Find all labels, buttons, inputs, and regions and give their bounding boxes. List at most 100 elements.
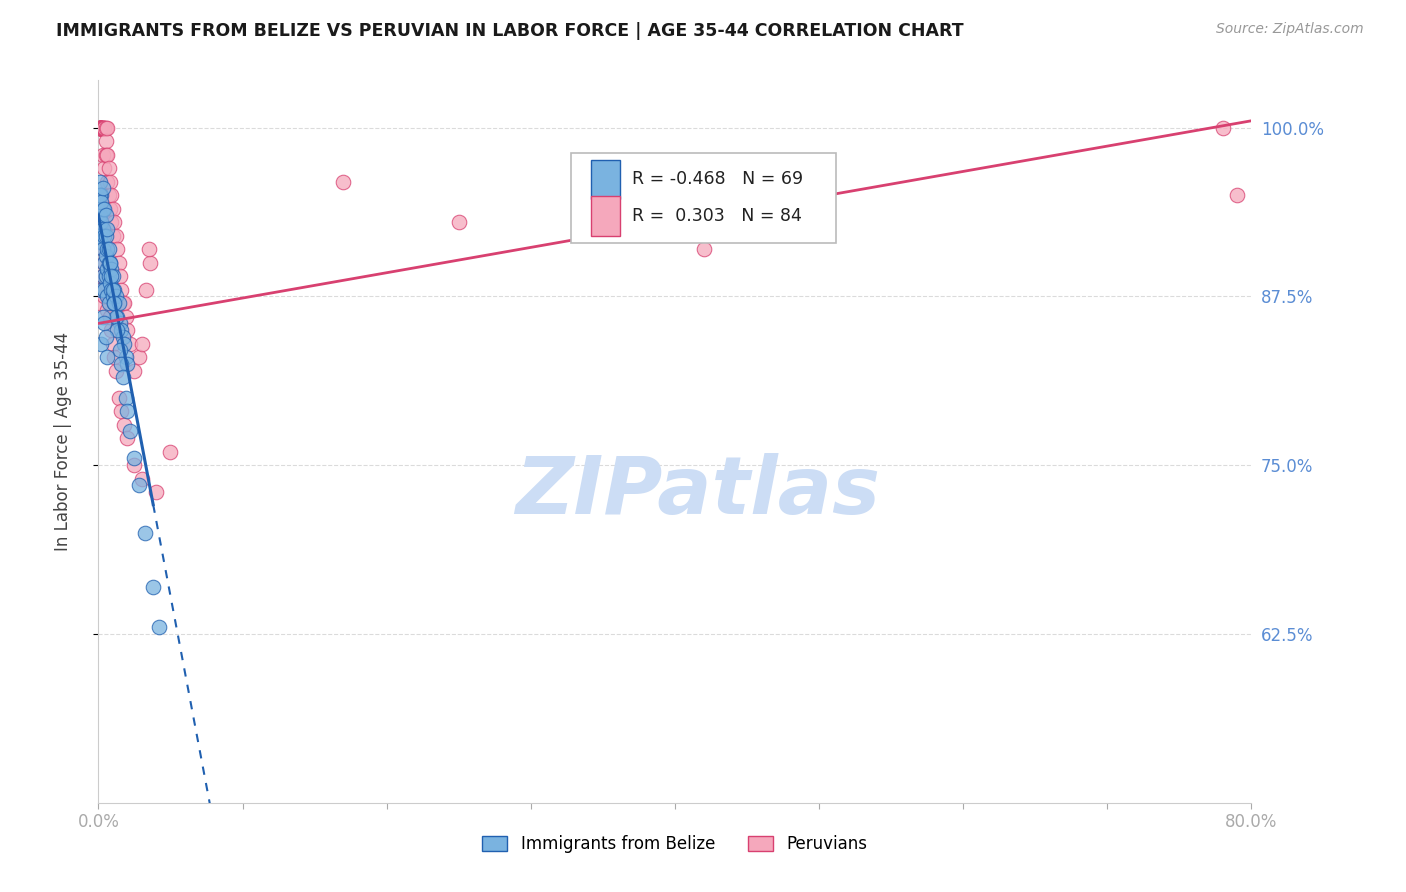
Point bbox=[103, 296, 125, 310]
Point bbox=[139, 255, 162, 269]
Point bbox=[94, 228, 117, 243]
Point bbox=[101, 283, 124, 297]
Point bbox=[100, 262, 122, 277]
Point bbox=[134, 525, 156, 540]
Point bbox=[101, 289, 124, 303]
Point bbox=[120, 336, 142, 351]
Point bbox=[111, 296, 134, 310]
Point bbox=[94, 134, 117, 148]
Point bbox=[135, 283, 157, 297]
Point bbox=[104, 289, 127, 303]
Y-axis label: In Labor Force | Age 35-44: In Labor Force | Age 35-44 bbox=[53, 332, 72, 551]
Point bbox=[104, 310, 127, 324]
Point bbox=[89, 188, 111, 202]
Point bbox=[107, 296, 129, 310]
Point bbox=[131, 336, 153, 351]
Point bbox=[89, 208, 111, 222]
Point bbox=[94, 269, 117, 284]
Point bbox=[90, 194, 112, 209]
Point bbox=[91, 269, 114, 284]
Point bbox=[447, 215, 470, 229]
Point bbox=[91, 120, 114, 135]
Point bbox=[90, 120, 112, 135]
Point bbox=[89, 228, 111, 243]
Point bbox=[98, 310, 121, 324]
Point bbox=[97, 242, 120, 256]
Point bbox=[89, 120, 111, 135]
Point bbox=[107, 391, 129, 405]
Point bbox=[1226, 188, 1249, 202]
Point bbox=[93, 161, 115, 175]
Point bbox=[89, 120, 111, 135]
Point bbox=[98, 255, 121, 269]
Point bbox=[103, 350, 125, 364]
Bar bbox=[591, 196, 620, 235]
Point bbox=[1212, 120, 1234, 135]
Point bbox=[90, 336, 112, 351]
Point bbox=[117, 357, 139, 371]
Point bbox=[124, 364, 146, 378]
Point bbox=[93, 120, 115, 135]
Point bbox=[97, 188, 120, 202]
Point bbox=[94, 147, 117, 161]
Point bbox=[94, 249, 117, 263]
Text: Source: ZipAtlas.com: Source: ZipAtlas.com bbox=[1216, 22, 1364, 37]
Point bbox=[100, 283, 122, 297]
Point bbox=[114, 391, 136, 405]
Point bbox=[90, 120, 112, 135]
Point bbox=[100, 269, 122, 284]
Point bbox=[124, 451, 146, 466]
Point bbox=[89, 175, 111, 189]
Point bbox=[98, 276, 121, 290]
Point bbox=[89, 120, 111, 135]
Point bbox=[108, 269, 131, 284]
Point bbox=[117, 431, 139, 445]
Point bbox=[98, 310, 121, 324]
Point bbox=[138, 242, 160, 256]
Text: R =  0.303   N = 84: R = 0.303 N = 84 bbox=[633, 207, 801, 225]
Point bbox=[97, 296, 120, 310]
Point bbox=[94, 208, 117, 222]
Point bbox=[145, 485, 167, 500]
Point bbox=[332, 175, 354, 189]
Point bbox=[93, 255, 115, 269]
Point bbox=[94, 330, 117, 344]
Point bbox=[101, 228, 124, 243]
Point bbox=[148, 620, 170, 634]
Text: ZIPatlas: ZIPatlas bbox=[516, 453, 880, 531]
Point bbox=[94, 120, 117, 135]
Point bbox=[91, 269, 114, 284]
Point bbox=[112, 296, 135, 310]
Point bbox=[101, 269, 124, 284]
Point bbox=[90, 120, 112, 135]
Point bbox=[90, 215, 112, 229]
Point bbox=[93, 289, 115, 303]
Point bbox=[90, 235, 112, 250]
Point bbox=[91, 242, 114, 256]
Point bbox=[89, 296, 111, 310]
Point bbox=[90, 188, 112, 202]
Point bbox=[94, 276, 117, 290]
Point bbox=[100, 188, 122, 202]
Point bbox=[90, 120, 112, 135]
Point bbox=[108, 343, 131, 358]
Point bbox=[105, 323, 128, 337]
Point bbox=[93, 317, 115, 331]
Point bbox=[120, 425, 142, 439]
Point bbox=[97, 289, 120, 303]
Point bbox=[96, 147, 118, 161]
Point bbox=[103, 296, 125, 310]
Point bbox=[90, 283, 112, 297]
Point bbox=[89, 120, 111, 135]
Point bbox=[93, 202, 115, 216]
Point bbox=[693, 242, 716, 256]
Point bbox=[96, 283, 118, 297]
Point bbox=[110, 323, 132, 337]
Point bbox=[91, 202, 114, 216]
Point bbox=[90, 120, 112, 135]
Point bbox=[93, 255, 115, 269]
Point bbox=[94, 269, 117, 284]
Point bbox=[96, 222, 118, 236]
Point bbox=[91, 310, 114, 324]
Point bbox=[91, 147, 114, 161]
